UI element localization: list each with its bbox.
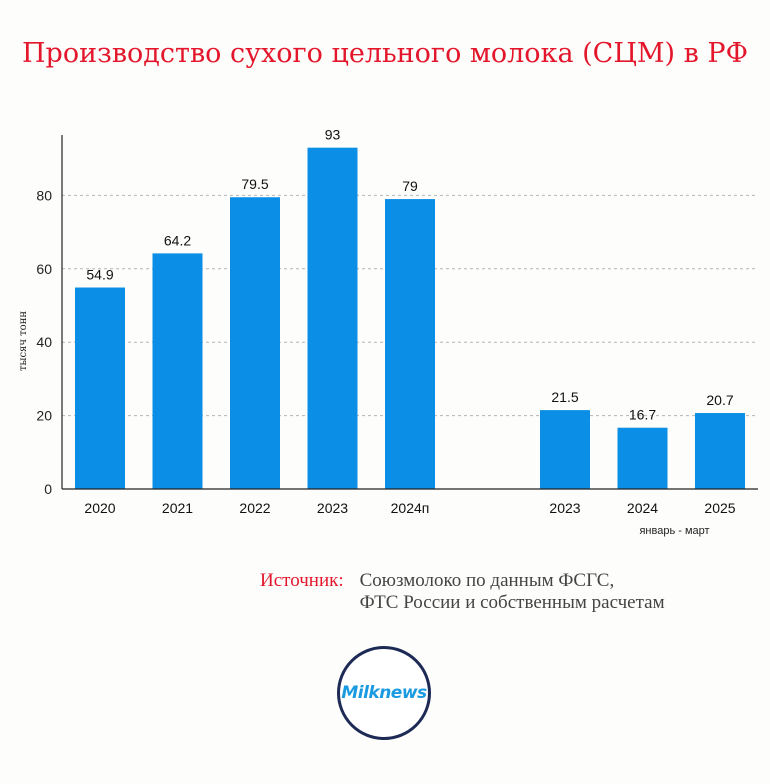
x-tick-label: 2025	[704, 500, 735, 516]
y-tick-label: 20	[36, 408, 52, 424]
bar-chart: 0 20 40 60 80 тысяч тонн 54.9 2020 64.2 2021 79.5 2…	[18, 127, 758, 537]
source-label: Источник:	[260, 570, 344, 591]
data-label: 64.2	[164, 232, 191, 248]
y-tick-label: 0	[44, 481, 52, 497]
chart-title: Производство сухого цельного молока (СЦМ…	[22, 38, 748, 69]
bar	[540, 410, 590, 489]
x-tick-label: 2023	[549, 500, 580, 516]
bar	[617, 427, 668, 489]
y-tick-label: 40	[36, 334, 52, 350]
y-tick-label: 60	[36, 261, 52, 277]
bar	[152, 253, 203, 489]
x-tick-label: 2022	[239, 500, 270, 516]
axes	[61, 135, 758, 490]
bar	[385, 199, 435, 489]
milknews-logo: Milknews	[337, 646, 431, 740]
x-tick-label: 2023	[317, 500, 348, 516]
data-label: 79	[402, 178, 418, 194]
data-label: 54.9	[86, 267, 113, 283]
bar	[230, 197, 280, 490]
bar	[695, 413, 745, 489]
source-note: Источник: Союзмолоко по данным ФСГС, ФТС Р…	[260, 570, 665, 614]
data-label: 21.5	[551, 389, 578, 405]
source-text: Союзмолоко по данным ФСГС, ФТС России и с…	[360, 570, 665, 614]
labels: 0 20 40 60 80 тысяч тонн 54.9 2020 64.2 2021 79.5 2…	[18, 127, 736, 537]
data-label: 79.5	[241, 176, 268, 192]
x-tick-label: 2024п	[391, 500, 430, 516]
y-tick-label: 80	[36, 187, 52, 203]
bar	[307, 147, 358, 489]
x-tick-label: 2021	[162, 500, 193, 516]
data-label: 20.7	[706, 392, 733, 408]
logo-text: Milknews	[341, 683, 427, 703]
source-line-1: Союзмолоко по данным ФСГС,	[359, 570, 615, 591]
data-label: 16.7	[629, 407, 656, 423]
x-tick-label: 2024	[627, 500, 658, 516]
bar	[75, 287, 125, 489]
x-tick-label: 2020	[84, 500, 115, 516]
data-label: 93	[325, 127, 341, 143]
group-label: январь - март	[639, 525, 709, 537]
y-axis-label: тысяч тонн	[18, 311, 29, 371]
source-line-2: ФТС России и собственным расчетам	[359, 592, 665, 613]
bars	[75, 147, 745, 490]
